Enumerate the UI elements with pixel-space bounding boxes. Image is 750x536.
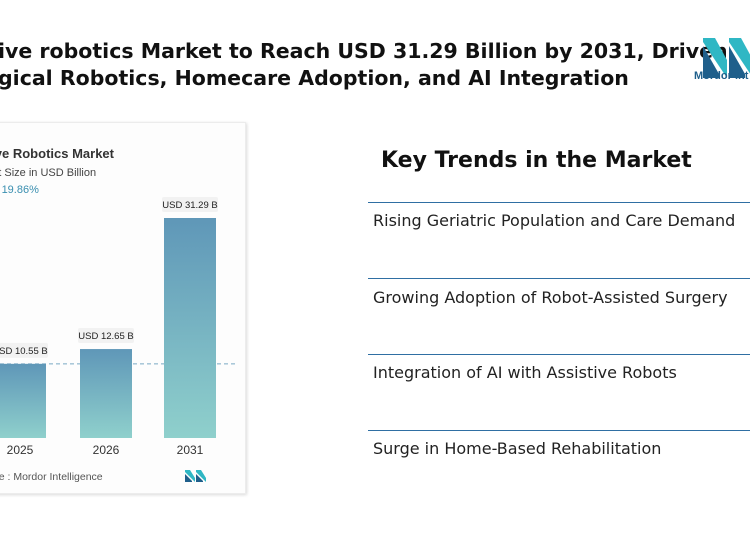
svg-text:USD 10.55 B: USD 10.55 B [0,346,48,357]
headline-line-1: ive robotics Market to Reach USD 31.29 B… [0,39,728,63]
trend-divider [368,354,750,355]
x-tick-2025: 2025 [7,443,34,457]
chart-title: istive Robotics Market [0,146,114,161]
headline: ive robotics Market to Reach USD 31.29 B… [0,38,728,92]
logo-text: Mordor Int [694,70,749,82]
bar-2031 [164,218,216,438]
bar-chart: USD 10.55 B USD 12.65 B USD 31.29 B 2025 20… [0,197,236,457]
svg-text:USD 12.65 B: USD 12.65 B [78,331,133,342]
trend-divider [368,278,750,279]
x-tick-2026: 2026 [93,443,120,457]
mordor-mini-logo-icon [185,470,206,482]
trend-item: Rising Geriatric Population and Care Dem… [373,211,736,230]
trend-item: Surge in Home-Based Rehabilitation [373,439,662,458]
headline-line-2: gical Robotics, Homecare Adoption, and A… [0,66,629,90]
cagr-value: 19.86% [1,184,39,196]
trend-item: Growing Adoption of Robot-Assisted Surge… [373,288,728,307]
bar-2026 [80,349,132,438]
data-label-2026: USD 12.65 B [78,328,134,344]
trends-title: Key Trends in the Market [381,148,692,173]
trend-item: Integration of AI with Assistive Robots [373,363,677,382]
data-label-2031: USD 31.29 B [162,197,218,212]
chart-cagr: GR 19.86% [0,184,39,196]
trend-divider [368,430,750,431]
chart-subtitle: rket Size in USD Billion [0,167,97,179]
svg-text:USD 31.29 B: USD 31.29 B [162,200,217,211]
mordor-logo-icon [703,38,750,78]
chart-source: rce : Mordor Intelligence [0,471,103,483]
x-tick-2031: 2031 [177,443,204,457]
trend-divider [368,202,750,203]
bar-2025 [0,363,46,438]
data-label-2025: USD 10.55 B [0,342,48,358]
